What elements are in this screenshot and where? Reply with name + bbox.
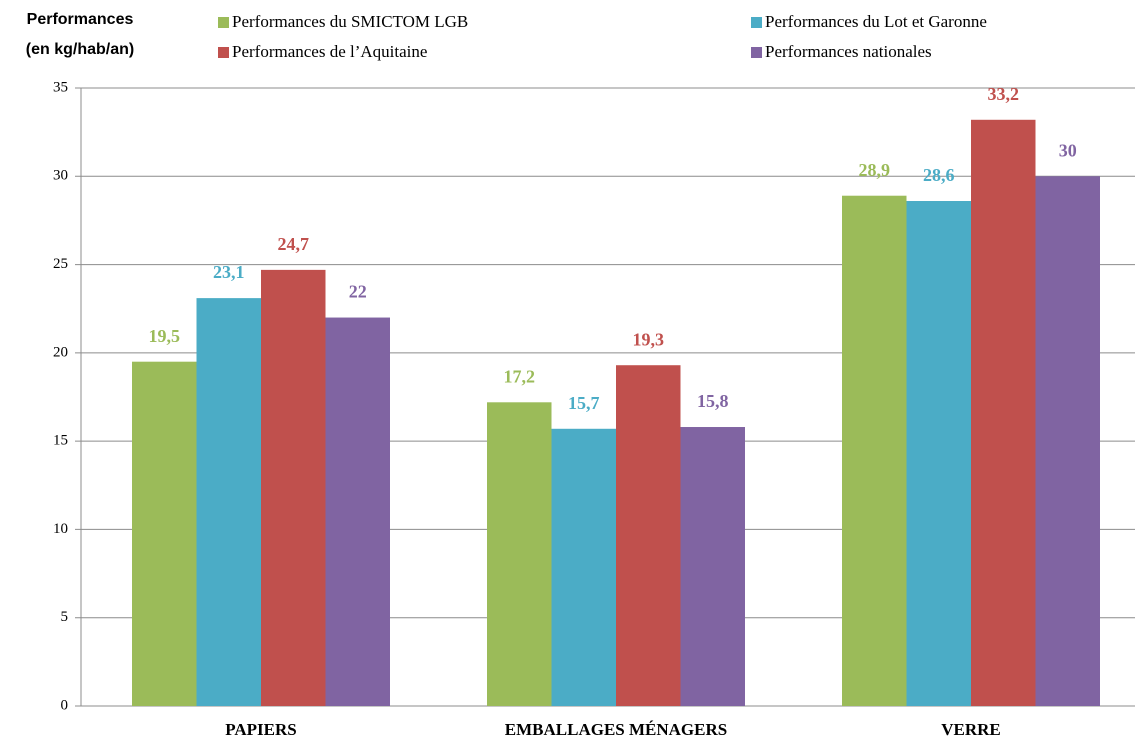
- bar: [616, 365, 681, 706]
- bar: [842, 195, 907, 707]
- bar: [1035, 176, 1100, 707]
- legend-swatch: [218, 47, 229, 58]
- bar: [487, 402, 552, 706]
- value-label: 15,8: [697, 391, 729, 411]
- bar: [680, 427, 745, 706]
- y-tick-label: 20: [53, 344, 68, 360]
- y-axis-label: Performances: [27, 11, 134, 28]
- legend-label: Performances du SMICTOM LGB: [232, 12, 468, 31]
- value-label: 17,2: [504, 366, 536, 386]
- value-label: 23,1: [213, 262, 245, 282]
- y-tick-label: 0: [61, 697, 69, 713]
- value-label: 33,2: [988, 84, 1020, 104]
- value-label: 19,3: [633, 329, 665, 349]
- x-tick-label: VERRE: [941, 720, 1001, 739]
- value-label: 22: [349, 282, 367, 302]
- bar: [261, 269, 326, 706]
- y-tick-label: 10: [53, 521, 68, 537]
- x-tick-label: EMBALLAGES MÉNAGERS: [505, 720, 727, 739]
- value-label: 15,7: [568, 393, 600, 413]
- legend-label: Performances nationales: [765, 42, 932, 61]
- legend-swatch: [751, 17, 762, 28]
- x-tick-label: PAPIERS: [225, 720, 296, 739]
- bar: [196, 298, 261, 706]
- legend-label: Performances de l’Aquitaine: [232, 42, 427, 61]
- y-tick-label: 15: [53, 433, 68, 449]
- y-axis-label: (en kg/hab/an): [26, 41, 134, 58]
- value-label: 24,7: [278, 234, 310, 254]
- legend-label: Performances du Lot et Garonne: [765, 12, 987, 31]
- value-label: 28,9: [859, 160, 891, 180]
- bar: [132, 361, 197, 706]
- legend-swatch: [218, 17, 229, 28]
- bar: [906, 201, 971, 706]
- legend-swatch: [751, 47, 762, 58]
- bar: [971, 119, 1036, 707]
- y-tick-label: 25: [53, 256, 68, 272]
- value-label: 19,5: [149, 326, 181, 346]
- y-tick-label: 5: [61, 609, 69, 625]
- value-label: 30: [1059, 140, 1077, 160]
- value-label: 28,6: [923, 165, 955, 185]
- y-tick-label: 35: [53, 79, 68, 95]
- bar: [325, 317, 390, 706]
- bar: [551, 428, 616, 706]
- y-tick-label: 30: [53, 168, 68, 184]
